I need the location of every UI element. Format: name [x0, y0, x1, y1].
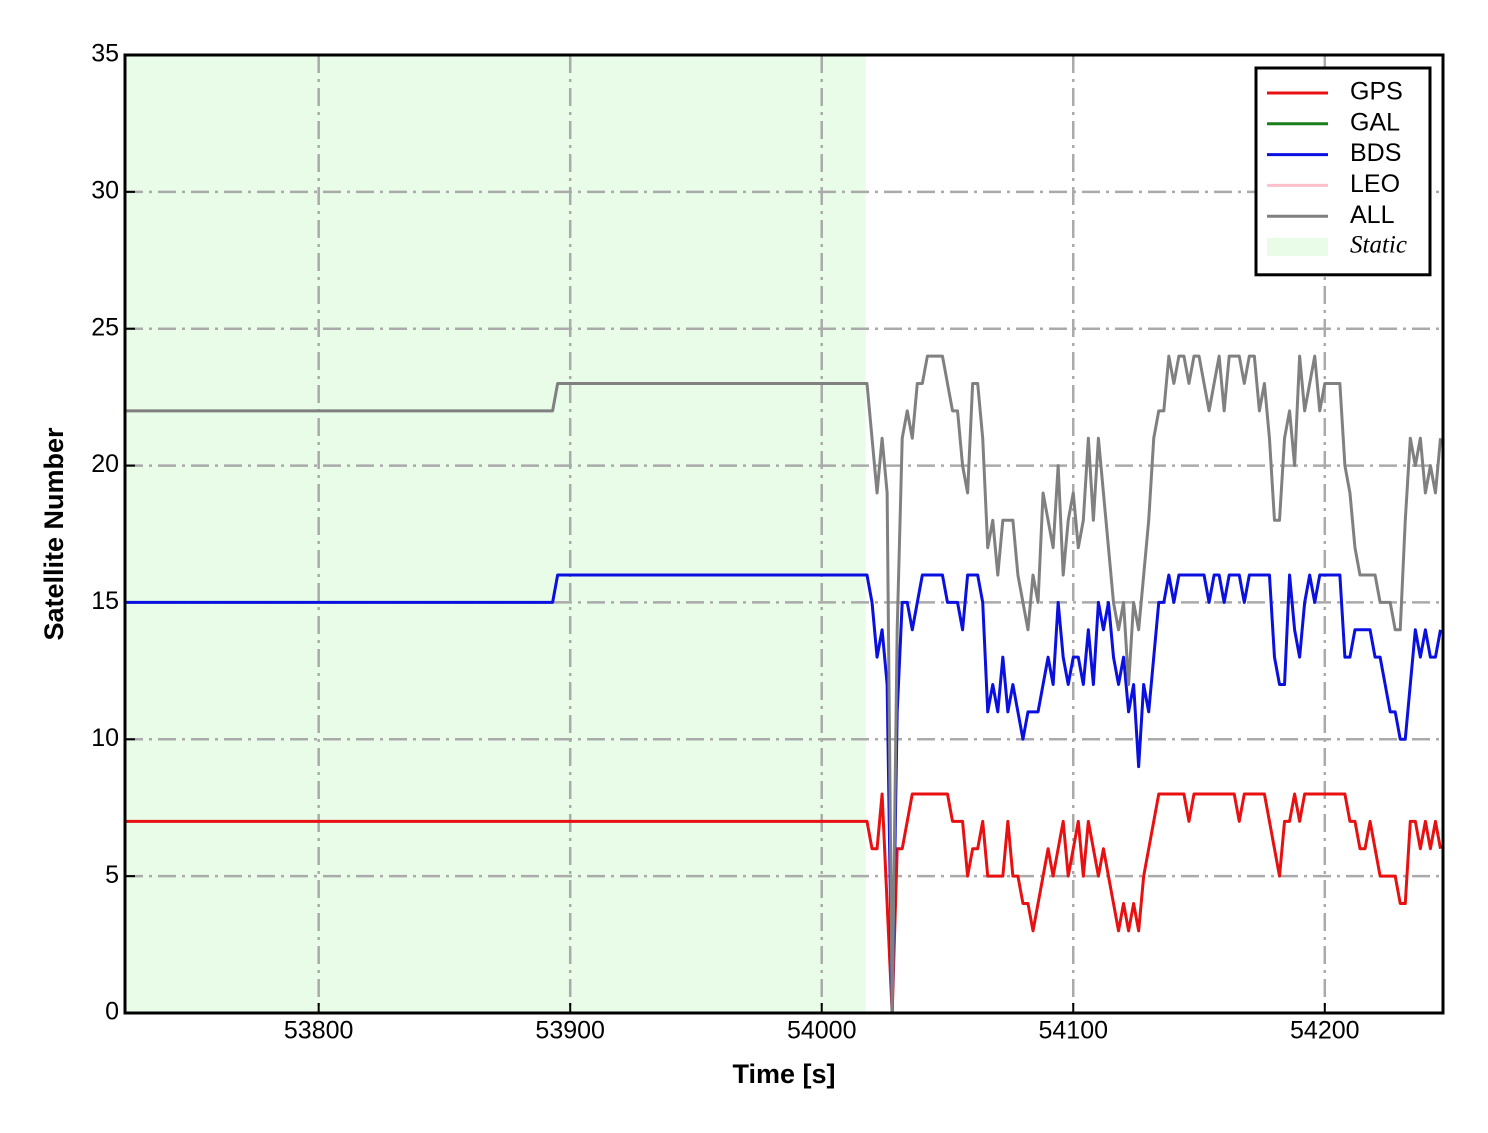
legend-label: LEO	[1350, 170, 1400, 198]
y-tick-label: 20	[91, 450, 119, 478]
y-tick-label: 25	[91, 313, 119, 341]
series-line	[125, 354, 1442, 1015]
y-tick-label: 35	[91, 40, 119, 68]
series-line	[125, 573, 1442, 1015]
y-tick-label: 15	[91, 587, 119, 615]
legend-label: ALL	[1350, 201, 1395, 229]
legend-label: Static	[1350, 232, 1407, 259]
y-tick-label: 10	[91, 724, 119, 752]
x-axis-label: Time [s]	[732, 1059, 835, 1089]
y-tick-label: 5	[105, 861, 119, 889]
x-tick-label: 54000	[787, 1017, 857, 1045]
y-axis-label: Satellite Number	[39, 427, 69, 641]
shaded-region	[125, 55, 866, 1013]
legend-label: BDS	[1350, 139, 1401, 167]
plot-frame	[123, 53, 1445, 1015]
legend-label: GAL	[1350, 108, 1400, 136]
legend-swatch	[1267, 238, 1328, 256]
legend-label: GPS	[1350, 78, 1403, 106]
y-tick-label: 30	[91, 176, 119, 204]
x-tick-label: 54200	[1290, 1017, 1360, 1045]
x-tick-label: 54100	[1038, 1017, 1108, 1045]
x-tick-label: 53800	[284, 1017, 354, 1045]
series-line	[125, 792, 1442, 1015]
y-tick-label: 0	[105, 998, 119, 1026]
x-tick-label: 53900	[535, 1017, 605, 1045]
